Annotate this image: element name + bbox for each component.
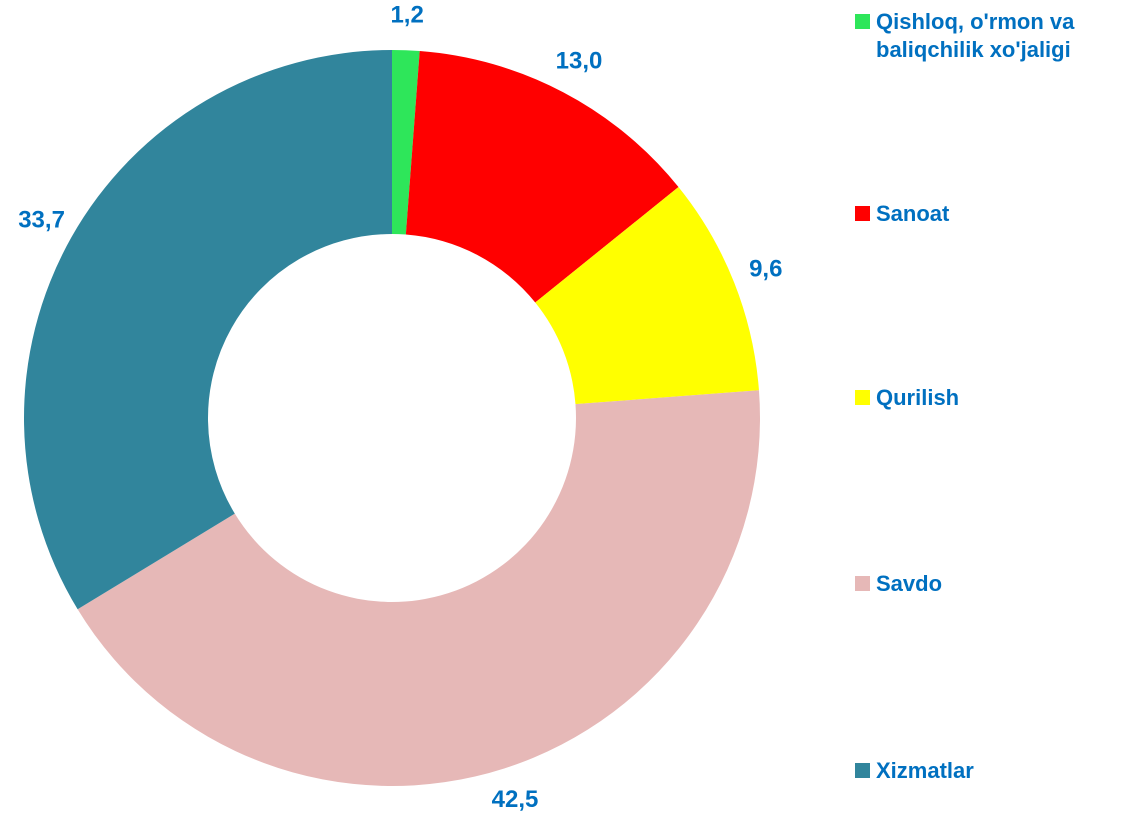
data-label: 42,5 bbox=[492, 786, 539, 813]
legend-label: Xizmatlar bbox=[876, 758, 974, 783]
donut-slice bbox=[23, 50, 392, 610]
legend-item: Sanoat bbox=[855, 200, 1140, 228]
legend-label: Qurilish bbox=[876, 385, 960, 410]
data-label: 13,0 bbox=[556, 47, 603, 74]
legend-swatch bbox=[855, 763, 870, 778]
donut-slice bbox=[535, 187, 759, 405]
legend-item: Savdo bbox=[855, 570, 1140, 598]
data-label: 1,2 bbox=[390, 2, 423, 29]
donut-slice bbox=[392, 50, 420, 235]
legend-item: Qishloq, o'rmon va baliqchilik xo'jaligi bbox=[855, 8, 1140, 64]
legend-item: Xizmatlar bbox=[855, 757, 1140, 785]
legend-swatch bbox=[855, 390, 870, 405]
data-label: 9,6 bbox=[749, 255, 782, 282]
legend-label: Qishloq, o'rmon va baliqchilik xo'jaligi bbox=[876, 9, 1075, 62]
legend-label: Sanoat bbox=[876, 201, 950, 226]
legend-item: Qurilish bbox=[855, 384, 1140, 412]
legend-label: Savdo bbox=[876, 571, 943, 596]
legend-swatch bbox=[855, 576, 870, 591]
donut-slice bbox=[77, 390, 761, 787]
donut-slice bbox=[405, 51, 679, 303]
legend-swatch bbox=[855, 206, 870, 221]
legend-swatch bbox=[855, 14, 870, 29]
data-label: 33,7 bbox=[18, 206, 65, 233]
